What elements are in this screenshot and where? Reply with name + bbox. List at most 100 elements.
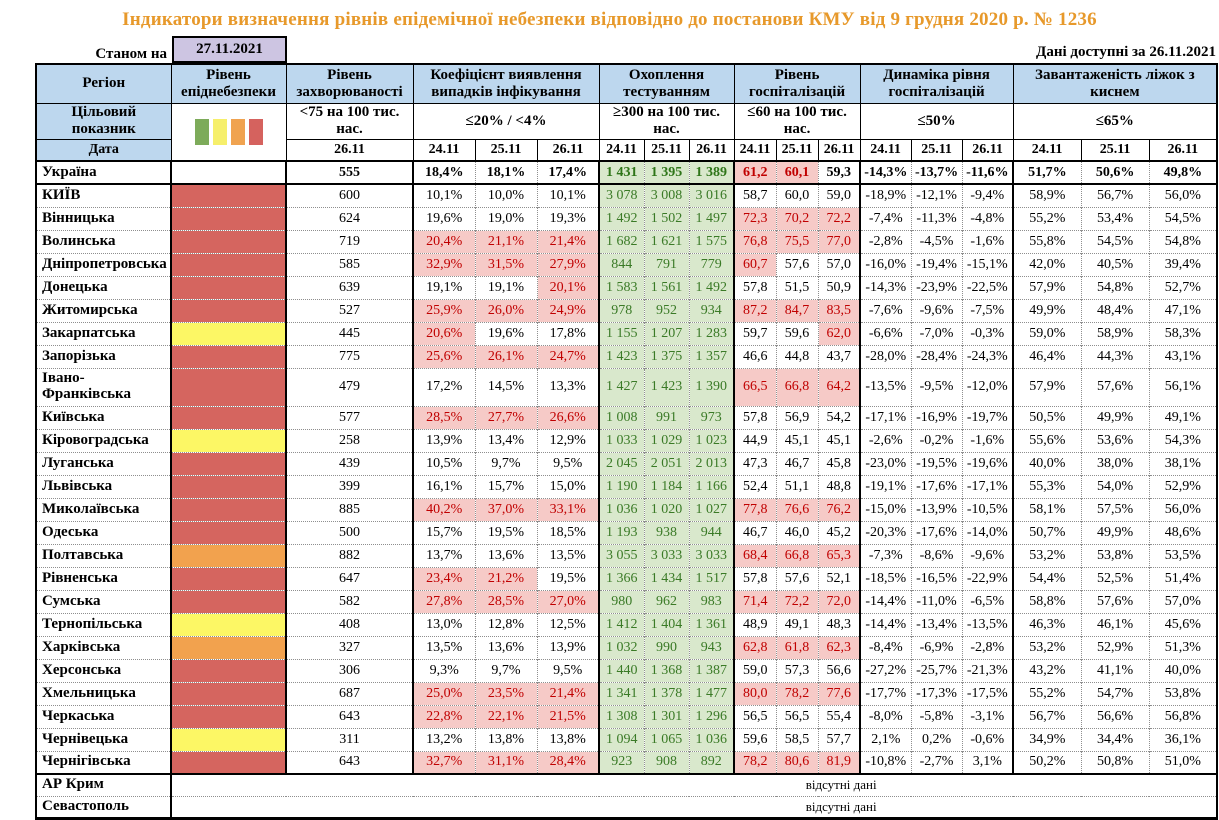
testing-value: 1 366	[598, 566, 645, 590]
col-header-region: Регіон	[35, 63, 172, 104]
dynamics-value: -10,5%	[961, 497, 1014, 521]
date-cell: 26.11	[688, 138, 735, 162]
dynamics-value: -16,0%	[859, 252, 912, 276]
dynamics-value: -11,3%	[910, 206, 963, 230]
beds-value: 53,4%	[1080, 206, 1150, 230]
no-data-cell: відсутні дані	[169, 795, 1218, 818]
dynamics-value: -7,3%	[859, 543, 912, 567]
region-name: КИЇВ	[36, 183, 171, 207]
hospitalization-value: 72,3	[733, 206, 777, 230]
target-incidence: <75 на 100 тис. нас.	[285, 102, 414, 140]
detection-value: 31,1%	[474, 750, 537, 774]
beds-value: 57,6%	[1080, 367, 1150, 406]
beds-value: 48,4%	[1080, 298, 1150, 322]
testing-value: 934	[688, 298, 735, 322]
testing-value: 3 033	[688, 543, 735, 567]
beds-value: 54,7%	[1080, 681, 1150, 705]
col-header-dynamics: Динаміка рівня госпіталізацій	[859, 63, 1014, 104]
dynamics-value: -13,5%	[859, 367, 912, 406]
detection-value: 31,5%	[474, 252, 537, 276]
hospitalization-value: 48,3	[817, 612, 861, 636]
beds-value: 53,8%	[1148, 681, 1218, 705]
incidence-value: 555	[285, 160, 413, 185]
region-name: Дніпропетровська	[36, 252, 171, 276]
detection-value: 12,5%	[536, 612, 600, 636]
dynamics-value: -16,9%	[910, 405, 963, 429]
date-cell: 24.11	[412, 138, 476, 162]
incidence-value: 327	[285, 635, 413, 659]
dynamics-value: -13,7%	[910, 160, 963, 185]
danger-level-cell	[170, 183, 286, 207]
region-name: Київська	[36, 405, 171, 429]
dynamics-value: -14,4%	[859, 589, 912, 613]
detection-value: 25,6%	[412, 344, 475, 368]
hospitalization-value: 55,4	[817, 704, 861, 728]
region-name: Хмельницька	[36, 681, 171, 705]
incidence-value: 624	[285, 206, 413, 230]
date-cell: 24.11	[859, 138, 912, 162]
target-detection: ≤20% / <4%	[412, 102, 600, 140]
detection-value: 28,5%	[412, 405, 475, 429]
testing-value: 1 193	[598, 520, 645, 544]
detection-value: 9,7%	[474, 658, 537, 682]
incidence-value: 687	[285, 681, 413, 705]
hospitalization-value: 50,9	[817, 275, 861, 299]
incidence-value: 439	[285, 451, 413, 475]
region-name: Закарпатська	[36, 321, 171, 345]
hospitalization-value: 72,2	[817, 206, 861, 230]
danger-level-cell	[170, 405, 286, 429]
danger-level-cell	[170, 635, 286, 659]
beds-value: 52,5%	[1080, 566, 1150, 590]
beds-value: 43,2%	[1012, 658, 1082, 682]
detection-value: 16,1%	[412, 474, 475, 498]
detection-value: 15,7%	[412, 520, 475, 544]
detection-value: 9,3%	[412, 658, 475, 682]
table-row: КИЇВ 600 10,1% 10,0% 10,1% 3 078 3 008 3 016 58,…	[36, 183, 1218, 207]
hospitalization-value: 59,7	[733, 321, 777, 345]
incidence-value: 882	[285, 543, 413, 567]
detection-value: 14,5%	[474, 367, 537, 406]
dynamics-value: -8,4%	[859, 635, 912, 659]
danger-level-cell	[170, 474, 286, 498]
beds-value: 49,1%	[1148, 405, 1218, 429]
detection-value: 13,2%	[412, 727, 475, 751]
detection-value: 21,5%	[536, 704, 600, 728]
detection-value: 20,1%	[536, 275, 600, 299]
beds-value: 57,5%	[1080, 497, 1150, 521]
testing-value: 791	[643, 252, 690, 276]
as-of-date-box: 27.11.2021	[172, 36, 287, 63]
testing-value: 3 033	[643, 543, 690, 567]
testing-value: 2 013	[688, 451, 735, 475]
date-cell: 25.11	[910, 138, 963, 162]
hospitalization-value: 65,3	[817, 543, 861, 567]
beds-value: 34,4%	[1080, 727, 1150, 751]
detection-value: 13,8%	[474, 727, 537, 751]
region-name: Харківська	[36, 635, 171, 659]
testing-value: 1 477	[688, 681, 735, 705]
testing-value: 1 166	[688, 474, 735, 498]
detection-value: 10,1%	[412, 183, 475, 207]
beds-value: 54,8%	[1148, 229, 1218, 253]
testing-value: 1 431	[598, 160, 645, 185]
incidence-value: 582	[285, 589, 413, 613]
hospitalization-value: 87,2	[733, 298, 777, 322]
region-name: Запорізька	[36, 344, 171, 368]
hospitalization-value: 46,7	[775, 451, 819, 475]
testing-value: 779	[688, 252, 735, 276]
table-row: Волинська 719 20,4% 21,1% 21,4% 1 682 1 621 1 5…	[36, 229, 1218, 253]
incidence-value: 258	[285, 428, 413, 452]
dynamics-value: -17,7%	[859, 681, 912, 705]
beds-value: 48,6%	[1148, 520, 1218, 544]
detection-value: 28,4%	[536, 750, 600, 774]
dynamics-value: -14,3%	[859, 160, 912, 185]
beds-value: 49,8%	[1148, 160, 1218, 185]
testing-value: 3 055	[598, 543, 645, 567]
incidence-value: 719	[285, 229, 413, 253]
date-cell: 26.11	[961, 138, 1014, 162]
dynamics-value: -8,6%	[910, 543, 963, 567]
hospitalization-value: 56,5	[733, 704, 777, 728]
testing-value: 1 094	[598, 727, 645, 751]
dynamics-value: -19,6%	[961, 451, 1014, 475]
available-label-text: Дані доступні за	[1036, 44, 1146, 60]
dynamics-value: -18,9%	[859, 183, 912, 207]
